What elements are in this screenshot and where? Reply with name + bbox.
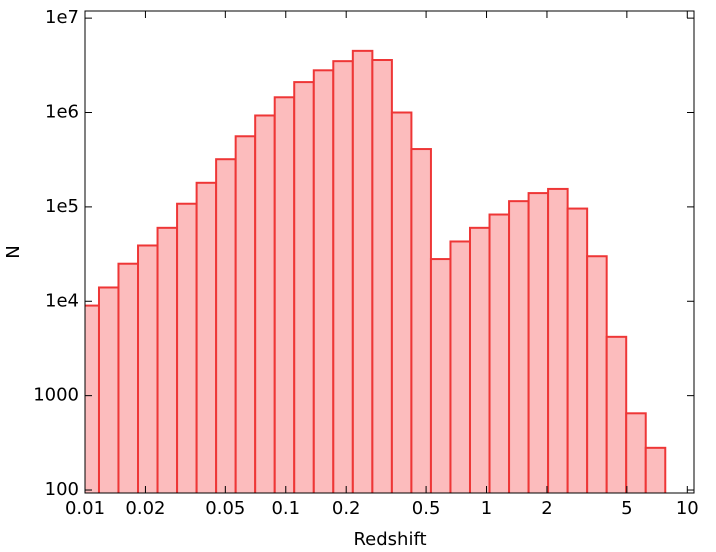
y-tick-label: 1e5 [45, 196, 79, 217]
bar [586, 255, 608, 493]
bar [351, 49, 374, 493]
bar [293, 81, 315, 493]
bar [117, 262, 140, 493]
bar [449, 240, 471, 493]
bar [625, 412, 647, 493]
x-tick-label: 2 [541, 498, 552, 519]
bar [547, 187, 569, 493]
bar [273, 96, 296, 493]
x-tick-label: 5 [621, 498, 632, 519]
bar [254, 114, 276, 493]
bar [527, 192, 550, 493]
bar [371, 59, 393, 493]
x-tick-label: 0.5 [412, 498, 441, 519]
bar [410, 148, 432, 493]
bar [137, 244, 159, 493]
x-tick-label: 1 [481, 498, 492, 519]
x-tick-label: 0.2 [332, 498, 361, 519]
y-tick-label: 1e4 [45, 290, 79, 311]
bar [85, 304, 100, 493]
bar [508, 200, 530, 493]
x-tick-label: 0.02 [125, 498, 165, 519]
y-tick-label: 100 [45, 479, 79, 500]
y-tick-label: 1000 [33, 385, 79, 406]
bar [156, 226, 179, 493]
y-axis-label: N [3, 245, 24, 258]
bar [644, 446, 667, 493]
x-tick-label: 0.1 [271, 498, 300, 519]
bar [390, 111, 413, 493]
bar [429, 258, 452, 493]
x-axis-label: Redshift [353, 529, 426, 550]
bar [605, 335, 628, 493]
bar [312, 69, 335, 493]
bar [488, 213, 511, 493]
bar [215, 158, 237, 493]
y-tick-label: 1e7 [45, 7, 79, 28]
bar [468, 226, 491, 493]
x-tick-label: 0.01 [65, 498, 105, 519]
bar [195, 181, 218, 493]
x-tick-label: 0.05 [205, 498, 245, 519]
bar [234, 135, 257, 493]
bar [176, 202, 198, 493]
y-tick-label: 1e6 [45, 102, 79, 123]
x-tick-label: 10 [676, 498, 699, 519]
bar [566, 207, 589, 493]
bar [97, 286, 120, 493]
bars [85, 49, 667, 493]
plot-frame [84, 10, 695, 494]
bar [332, 60, 354, 493]
